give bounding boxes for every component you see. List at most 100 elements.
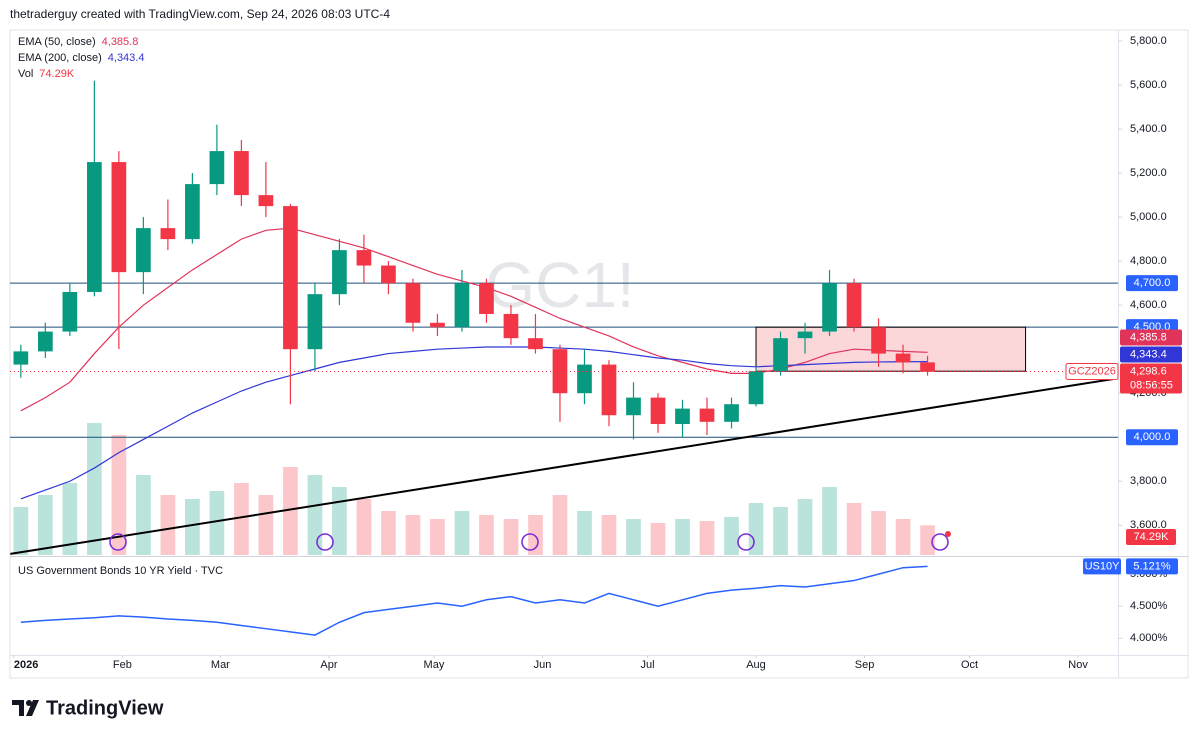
volume-bar <box>675 519 690 555</box>
volume-bar <box>552 495 568 555</box>
candle-body <box>87 162 102 292</box>
legend-name: Vol <box>18 68 33 80</box>
line-label-box <box>1126 275 1178 292</box>
yield-title: US Government Bonds 10 YR Yield · TVC <box>18 565 223 577</box>
yield-symbol: US10Y <box>1085 560 1121 572</box>
candle-body <box>822 283 837 332</box>
countdown: 08:56:55 <box>1130 379 1173 391</box>
volume-bar <box>822 487 837 555</box>
x-tick-label: Mar <box>211 659 230 671</box>
yield-pane <box>20 565 928 636</box>
candle-body <box>62 291 78 332</box>
volume-bar <box>846 503 862 555</box>
volume-bar <box>381 511 396 555</box>
candle-body <box>552 349 568 394</box>
volume-bar <box>577 511 592 555</box>
volume-bar <box>87 423 102 555</box>
volume-bar <box>160 495 176 555</box>
volume-bar <box>405 515 421 555</box>
legend-name: EMA (200, close) <box>18 52 102 64</box>
y-tick-label: 5,400.0 <box>1130 123 1167 135</box>
candle-body <box>797 331 813 339</box>
volume-bar <box>773 507 788 555</box>
watermark: GC1! <box>485 249 634 321</box>
x-tick-label: Aug <box>746 659 766 671</box>
x-tick-label: Apr <box>320 659 337 671</box>
candle-body <box>234 151 249 196</box>
x-tick-label: 2026 <box>14 659 38 671</box>
alert-dot <box>945 531 951 537</box>
y-tick-label: 4,800.0 <box>1130 255 1167 267</box>
volume-bar <box>748 503 764 555</box>
candle-body <box>332 250 347 295</box>
ema-label-box <box>1120 329 1182 346</box>
volume-bar <box>626 519 641 555</box>
candle-body <box>675 408 690 425</box>
volume-bar <box>895 519 911 555</box>
symbol-label-box <box>1065 363 1119 381</box>
legend-value: 4,343.4 <box>108 52 145 64</box>
volume-bar <box>209 491 225 555</box>
attribution: thetraderguy created with TradingView.co… <box>10 7 390 21</box>
candle-body <box>258 195 274 207</box>
x-tick-label: Jun <box>534 659 552 671</box>
y-tick-label: 3,600.0 <box>1130 519 1167 531</box>
candle-body <box>111 162 127 273</box>
legend-name: EMA (50, close) <box>18 36 96 48</box>
candle-body <box>479 283 494 314</box>
volume-bar <box>283 467 298 555</box>
legend-value: 74.29K <box>39 68 75 80</box>
yield-symbol-box <box>1083 558 1121 575</box>
ema-label-box <box>1120 346 1182 363</box>
candle-body <box>405 283 421 323</box>
volume-bar <box>430 519 445 555</box>
volume-bar <box>62 483 78 555</box>
candle-body <box>577 364 592 394</box>
x-tick-label: Nov <box>1068 659 1088 671</box>
volume-bar <box>528 515 543 555</box>
y-tick-label: 3,800.0 <box>1130 475 1167 487</box>
line-label: 4,700.0 <box>1134 277 1171 289</box>
candle-body <box>895 353 911 363</box>
volume-bar <box>185 499 200 555</box>
candle-body <box>307 294 323 350</box>
yield-label: 5.121% <box>1133 560 1171 572</box>
candle-body <box>381 265 396 284</box>
volume-bar <box>356 499 372 555</box>
volume-bar <box>258 495 274 555</box>
x-tick-label: Jul <box>640 659 654 671</box>
x-tick-label: May <box>424 659 445 671</box>
candle-body <box>209 151 225 185</box>
candle-body <box>136 228 151 273</box>
price-label-box <box>1120 363 1182 394</box>
candle-body <box>13 351 29 365</box>
ema-line <box>20 227 928 412</box>
candle-body <box>356 250 372 266</box>
candle-body <box>283 206 298 350</box>
ema-label: 4,343.4 <box>1130 348 1167 360</box>
legend-value: 4,385.8 <box>102 36 139 48</box>
candle-body <box>160 228 176 240</box>
candle-body <box>871 327 886 354</box>
volume-bar <box>13 507 29 555</box>
yield-line <box>20 565 928 636</box>
volume-bar <box>38 495 53 555</box>
volume-bar <box>871 511 886 555</box>
plot <box>10 80 1118 555</box>
brand: TradingView <box>46 697 164 719</box>
volume-label: 74.29K <box>1134 531 1170 543</box>
candle-body <box>846 283 862 328</box>
volume-bar <box>724 517 739 555</box>
volume-bar <box>920 525 935 555</box>
candle-body <box>430 322 445 328</box>
volume-bar <box>307 475 323 555</box>
candle-body <box>38 331 53 352</box>
candle-body <box>650 397 666 425</box>
brand-logo <box>12 700 39 716</box>
volume-bar <box>136 475 151 555</box>
line-label-box <box>1126 429 1178 446</box>
frame <box>9 29 1189 679</box>
line-label: 4,000.0 <box>1134 431 1171 443</box>
candle-body <box>528 338 543 350</box>
